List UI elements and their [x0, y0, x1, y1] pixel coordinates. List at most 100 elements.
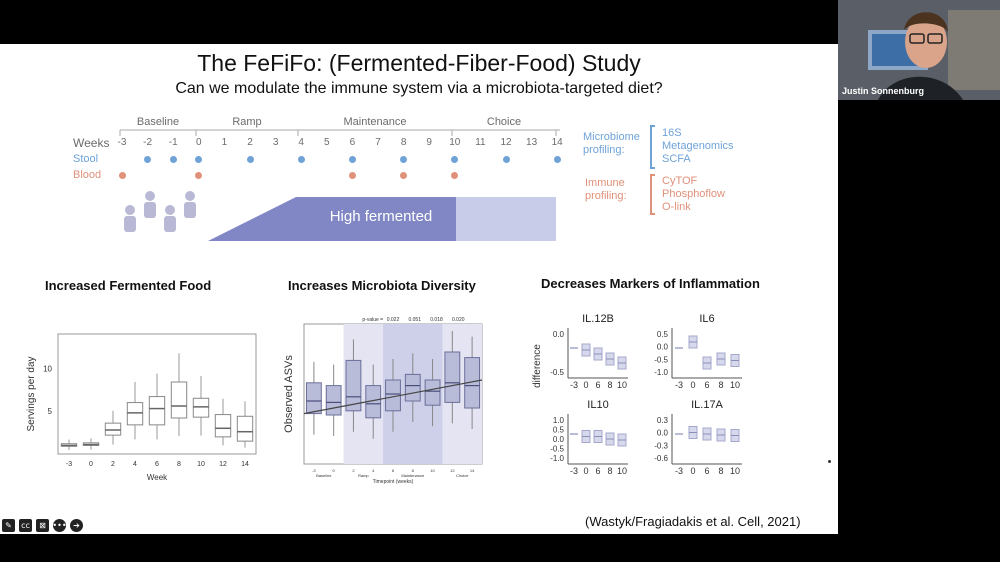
box-12: [444, 351, 461, 403]
blood-sample-dot: [451, 172, 459, 179]
presentation-controls: ✎ cc ⊠ ••• ➔: [0, 516, 83, 534]
intervention-ramp: [208, 197, 456, 241]
phase-label: Baseline: [136, 116, 180, 128]
y-tick-label: -0.5: [550, 368, 564, 377]
box-12: [214, 414, 232, 438]
week-tick: 10: [449, 137, 461, 148]
next-icon[interactable]: ➔: [70, 518, 83, 532]
x-tick-label: 6: [392, 468, 395, 473]
timeline-graphics: [119, 125, 655, 241]
item-16s: 16S: [662, 127, 682, 139]
blood-sample-dot: [348, 172, 356, 179]
panel-title: IL.17A: [691, 399, 723, 411]
pvalue: 0.051: [408, 317, 421, 323]
chart3-title: Decreases Markers of Inflammation: [541, 276, 760, 291]
microbiota-diversity-chart: -3 0 2 4 6 8 10 12 14 Baseline Ramp Maintenance Choi…: [283, 317, 483, 485]
x-tick-label: 8: [412, 468, 415, 473]
week-tick: 2: [247, 137, 253, 148]
week-tick: 8: [400, 137, 407, 148]
x-tick-label: 2: [111, 461, 115, 468]
y-tick-label: 0.0: [657, 343, 669, 352]
pencil-icon[interactable]: ✎: [2, 518, 15, 532]
box-14: [236, 415, 254, 442]
x-tick-label: 8: [718, 466, 723, 476]
slide-title: The FeFiFo: (Fermented-Fiber-Food) Study: [197, 50, 641, 76]
item-metagenomics: Metagenomics: [662, 140, 734, 152]
y-axis-label: Servings per day: [26, 356, 37, 431]
x-tick-label: 4: [372, 468, 375, 473]
item-olink: O-link: [662, 201, 691, 213]
speaker-video: [838, 0, 1000, 100]
y-axis-label: difference: [532, 344, 543, 388]
x-tick-label: -3: [675, 466, 683, 476]
choice-phase-block: [456, 197, 556, 241]
stool-sample-dot: [144, 156, 152, 163]
box-10: [424, 379, 441, 406]
blood-label: Blood: [73, 169, 102, 181]
stool-sample-dot: [451, 156, 459, 163]
participants-icon: [124, 191, 196, 232]
y-tick-label: 10: [43, 364, 52, 373]
x-axis-label: Timepoint (weeks): [373, 479, 414, 485]
laser-dot: [828, 460, 831, 463]
box-8: [404, 373, 421, 402]
presentation-slide: The FeFiFo: (Fermented-Fiber-Food) Study…: [0, 44, 838, 534]
stool-sample-dot: [169, 156, 177, 163]
week-tick: 4: [298, 137, 304, 148]
x-tick-label: 6: [595, 466, 600, 476]
x-tick-label: 10: [617, 466, 627, 476]
citation: (Wastyk/Fragiadakis et al. Cell, 2021): [585, 514, 801, 529]
more-icon[interactable]: •••: [52, 518, 67, 532]
blood-sample-dot: [400, 172, 408, 179]
blood-sample-dot: [118, 172, 126, 179]
y-tick-label: 0.3: [657, 416, 669, 425]
x-tick-label: 6: [155, 461, 159, 468]
microbiome-profiling-label: Microbiome profiling:: [583, 131, 640, 156]
panel-title: IL6: [699, 313, 714, 325]
x-tick-label: 8: [607, 466, 612, 476]
immune-items: CyTOF Phosphoflow O-link: [662, 175, 725, 214]
chart1-title: Increased Fermented Food: [45, 278, 212, 293]
x-tick-label: 0: [690, 466, 695, 476]
box-4: [126, 402, 144, 426]
week-tick: -3: [117, 137, 127, 148]
immune-profiling-label: Immune profiling:: [585, 177, 627, 202]
x-tick-label: -3: [570, 466, 578, 476]
x-tick-label: 6: [595, 380, 600, 390]
x-axis-label: Week: [147, 473, 168, 482]
pvalue: 0.018: [430, 317, 443, 323]
x-tick-label: 14: [470, 468, 475, 473]
camera-off-icon[interactable]: ⊠: [36, 518, 49, 532]
week-tick: 11: [475, 137, 486, 148]
stool-sample-dot: [297, 156, 305, 163]
y-axis-label: Observed ASVs: [283, 355, 295, 433]
stool-sample-dot: [348, 156, 356, 163]
trend-line: [303, 379, 483, 415]
x-tick-label: 6: [704, 466, 709, 476]
phase-label: Ramp: [232, 116, 262, 128]
stool-label: Stool: [73, 153, 99, 165]
blood-sample-dot: [195, 172, 203, 179]
panel-title: IL.12B: [582, 313, 614, 325]
week-tick: 6: [349, 137, 356, 148]
cc-icon[interactable]: cc: [19, 518, 32, 532]
phase-label: Maintenance: [343, 116, 407, 128]
x-tick-label: 0: [690, 380, 695, 390]
microbiome-items: 16S Metagenomics SCFA: [662, 127, 734, 166]
y-tick-label: 0.0: [657, 429, 669, 438]
y-tick-label: -0.6: [654, 454, 668, 463]
week-tick: 12: [500, 137, 512, 148]
x-tick-label: 4: [133, 461, 137, 468]
y-tick-label: 5: [48, 407, 53, 416]
item-cytof: CyTOF: [662, 175, 698, 187]
pvalue-label: p-value =: [362, 317, 383, 323]
x-tick-label: 8: [177, 461, 181, 468]
week-tick: 9: [426, 137, 432, 148]
week-tick: 7: [375, 137, 381, 148]
stool-sample-dot: [400, 156, 408, 163]
stool-sample-dot: [502, 156, 510, 163]
y-tick-label: 0.0: [553, 330, 565, 339]
item-scfa: SCFA: [662, 153, 691, 165]
y-tick-label: 1.0: [553, 416, 565, 425]
box-10: [192, 397, 210, 418]
